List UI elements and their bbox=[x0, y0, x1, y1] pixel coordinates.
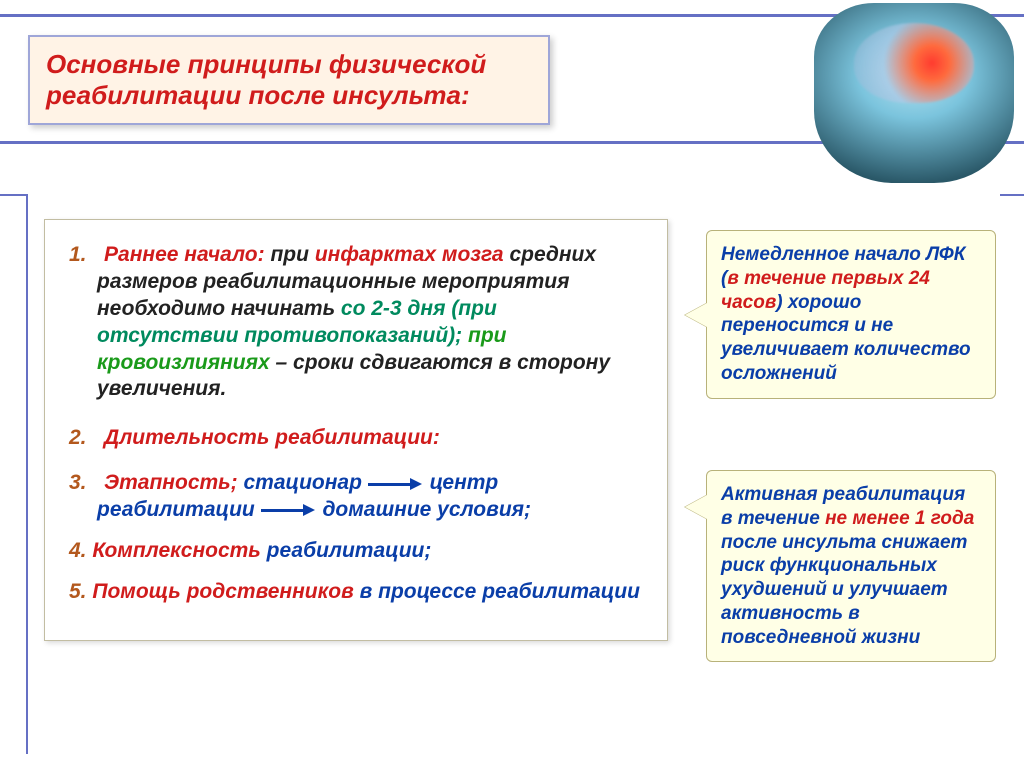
callout-early-lfk: Немедленное начало ЛФК (в течение первых… bbox=[706, 230, 996, 399]
callout-tail-icon bbox=[685, 495, 707, 519]
arrow-icon bbox=[261, 505, 317, 515]
frame-connector-right bbox=[1000, 194, 1024, 754]
brain-image bbox=[814, 3, 1014, 183]
principle-5: 5. Помощь родственников в процессе реаби… bbox=[69, 579, 643, 606]
header-band: Основные принципы физической реабилитаци… bbox=[0, 14, 1024, 144]
principles-box: 1. Раннее начало: при инфарктах мозга ср… bbox=[44, 219, 668, 641]
principle-1: 1. Раннее начало: при инфарктах мозга ср… bbox=[69, 242, 643, 403]
arrow-icon bbox=[368, 479, 424, 489]
title-line1: Основные принципы физической bbox=[46, 49, 532, 80]
title-line2: реабилитации после инсульта: bbox=[46, 80, 532, 111]
callout-active-rehab: Активная реабилитация в течение не менее… bbox=[706, 470, 996, 662]
title-box: Основные принципы физической реабилитаци… bbox=[28, 35, 550, 125]
frame-connector-left bbox=[0, 194, 28, 754]
principle-2: 2. Длительность реабилитации: bbox=[69, 425, 643, 452]
principle-4: 4. Комплексность реабилитации; bbox=[69, 538, 643, 565]
principle-3: 3. Этапность; стационар центр реабилитац… bbox=[69, 470, 643, 524]
callout-tail-icon bbox=[685, 303, 707, 327]
